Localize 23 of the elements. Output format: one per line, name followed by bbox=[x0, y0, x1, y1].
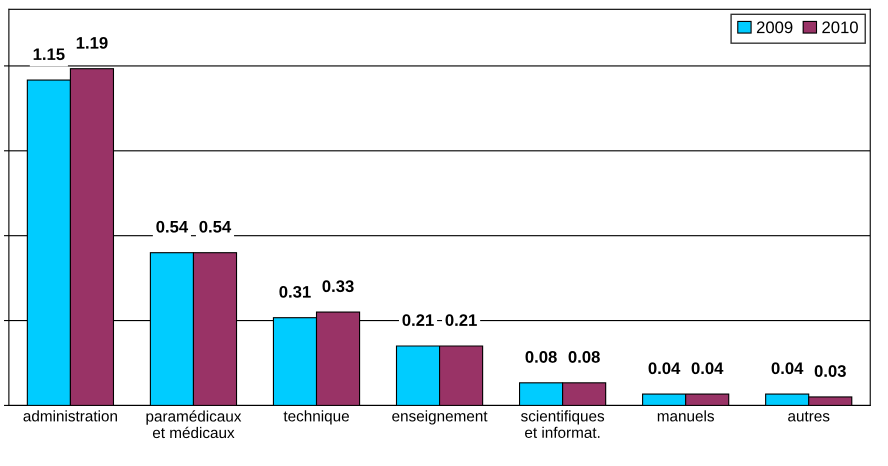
data-label: 0.08 bbox=[526, 351, 557, 363]
x-tick-label: autres bbox=[788, 411, 830, 422]
data-label: 0.08 bbox=[568, 351, 600, 363]
data-label: 0.54 bbox=[199, 220, 232, 233]
data-label: 0.31 bbox=[279, 286, 311, 298]
data-label: 0.54 bbox=[156, 220, 188, 233]
data-label: 0.03 bbox=[814, 365, 846, 377]
x-tick-label: manuels bbox=[658, 410, 714, 422]
data-label: 0.04 bbox=[772, 362, 804, 374]
data-label: 1.19 bbox=[76, 36, 108, 49]
data-label: 0.33 bbox=[322, 280, 354, 292]
x-tick-label: scientifiques et informat. bbox=[521, 410, 604, 438]
x-tick-label: paramédicaux et médicaux bbox=[146, 410, 242, 438]
x-tick-label: enseignement bbox=[392, 410, 488, 425]
legend-label: 2010 bbox=[822, 21, 858, 34]
x-tick-label: technique bbox=[284, 410, 349, 425]
data-label: 0.04 bbox=[692, 362, 724, 374]
data-label: 0.04 bbox=[648, 362, 680, 374]
data-label: 1.15 bbox=[34, 48, 65, 60]
x-tick-label: administration bbox=[24, 410, 117, 422]
data-label: 0.21 bbox=[402, 314, 434, 326]
data-label: 0.21 bbox=[446, 314, 477, 326]
legend-label: 2009 bbox=[756, 21, 792, 34]
